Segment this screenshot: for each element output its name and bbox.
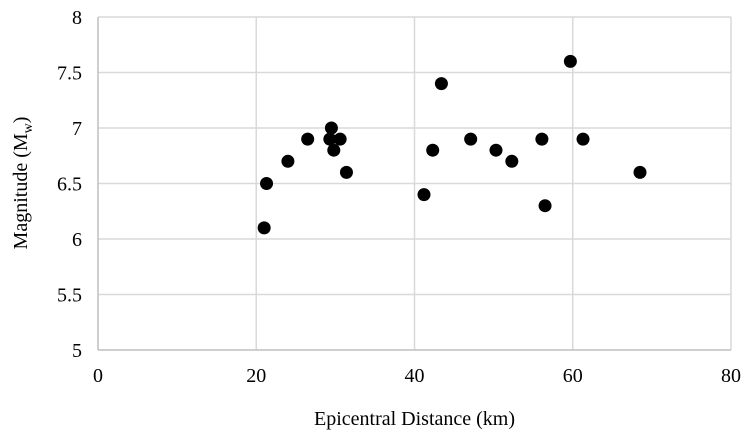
y-tick-label: 8: [72, 7, 82, 29]
data-point: [301, 132, 315, 146]
data-point: [333, 132, 347, 146]
y-tick-label: 5: [72, 340, 82, 362]
data-point: [464, 132, 478, 146]
x-tick-label: 20: [246, 365, 266, 387]
data-point: [281, 154, 295, 168]
x-tick-label: 40: [405, 365, 425, 387]
y-tick-label: 5.5: [57, 285, 82, 307]
data-point: [339, 165, 353, 179]
x-tick-label: 0: [93, 365, 103, 387]
data-point: [434, 77, 448, 91]
data-point: [535, 132, 549, 146]
data-points: [257, 54, 647, 235]
data-point: [563, 54, 577, 68]
grid-layer: [98, 16, 732, 350]
data-point: [505, 154, 519, 168]
y-axis-title-close: ): [10, 117, 32, 124]
y-axis-title-main: Magnitude (M: [10, 133, 32, 249]
x-tick-label: 80: [721, 365, 741, 387]
data-point: [260, 177, 274, 190]
y-tick-label: 6: [72, 229, 82, 251]
data-point: [576, 132, 590, 146]
data-point: [327, 143, 341, 157]
data-point: [323, 132, 337, 146]
y-tick-label: 6.5: [57, 174, 82, 196]
data-point: [324, 121, 338, 135]
data-point: [417, 188, 431, 202]
y-axis-title: Magnitude (Mw): [10, 117, 36, 250]
x-tick-label: 60: [563, 365, 583, 387]
x-axis-title: Epicentral Distance (km): [314, 408, 515, 430]
data-point: [489, 143, 503, 157]
data-point: [426, 143, 440, 157]
y-tick-label: 7.5: [57, 63, 82, 85]
data-point: [257, 221, 271, 235]
y-tick-label: 7: [72, 118, 82, 140]
axis-layer: [97, 17, 731, 351]
data-point: [633, 165, 647, 179]
data-point: [538, 199, 552, 213]
tick-labels: 55.566.577.580 20 40 60 80: [57, 7, 741, 387]
y-axis-title-subscript: w: [21, 122, 36, 133]
